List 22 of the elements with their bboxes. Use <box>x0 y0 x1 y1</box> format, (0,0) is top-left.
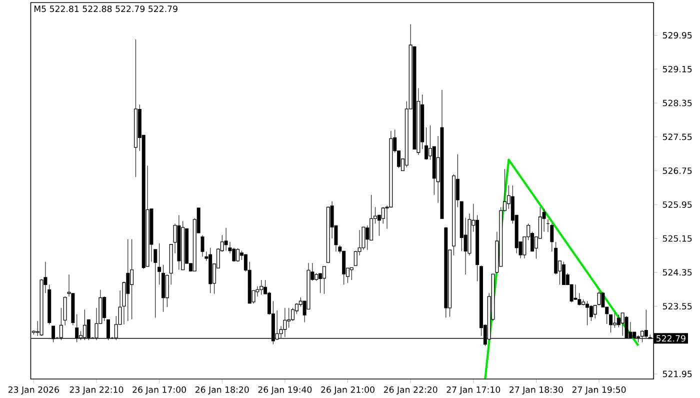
y-tick-label: 524.35 <box>662 269 692 276</box>
y-tick-label: 527.55 <box>662 134 692 140</box>
x-tick-label: 23 Jan 22:10 <box>70 386 124 395</box>
x-tick-label: 23 Jan 2026 <box>8 386 59 395</box>
y-tick-label: 526.75 <box>662 168 692 174</box>
x-tick-label: 26 Jan 17:00 <box>132 386 186 395</box>
chart-title: M5 522.81 522.88 522.79 522.79 <box>34 6 178 12</box>
y-tick-label: 525.95 <box>662 202 692 208</box>
x-tick-label: 27 Jan 17:10 <box>446 386 500 395</box>
x-tick-label: 26 Jan 18:20 <box>195 386 249 395</box>
y-tick-label: 525.15 <box>662 235 692 242</box>
y-tick-label: 529.15 <box>662 66 692 73</box>
x-tick-label: 27 Jan 18:30 <box>510 386 563 395</box>
y-tick-label: 529.95 <box>662 32 692 39</box>
x-tick-label: 27 Jan 19:50 <box>572 386 626 395</box>
x-tick-label: 26 Jan 21:00 <box>321 386 374 395</box>
x-tick-label: 26 Jan 19:40 <box>258 386 312 395</box>
x-tick-label: 26 Jan 22:20 <box>384 386 438 395</box>
y-tick-label: 528.35 <box>662 100 692 106</box>
y-tick-label: 523.55 <box>662 303 692 310</box>
ref-line-label: 522.79 <box>656 335 686 342</box>
y-tick-label: 521.95 <box>662 370 692 378</box>
